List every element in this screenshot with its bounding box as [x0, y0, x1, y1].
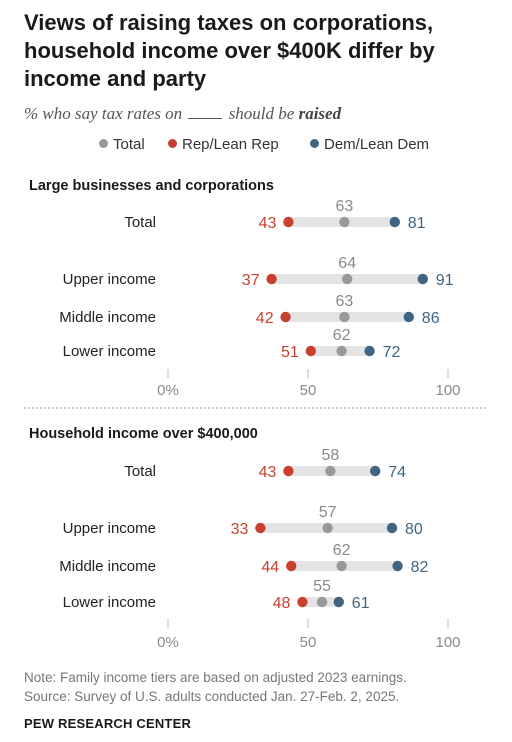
- total-value-label: 63: [336, 198, 354, 215]
- total-value-label: 57: [319, 504, 337, 521]
- note-line: Note: Family income tiers are based on a…: [24, 670, 407, 685]
- rep-dot: [266, 273, 277, 285]
- row-label: Total: [124, 463, 156, 480]
- total-dot: [325, 465, 336, 477]
- dem-dot: [417, 273, 428, 285]
- rep-value-label: 33: [231, 521, 249, 538]
- legend-item-dem: Dem/Lean Dem: [310, 136, 429, 153]
- row-label: Lower income: [63, 594, 156, 611]
- legend-label-dem: Dem/Lean Dem: [324, 136, 430, 153]
- dem-dot: [333, 596, 344, 608]
- legend-item-rep: Rep/Lean Rep: [168, 136, 279, 153]
- dem-dot: [389, 216, 400, 228]
- x-tick-label: 0%: [157, 634, 179, 651]
- rep-dot: [286, 560, 297, 572]
- dem-dot: [386, 522, 398, 534]
- dem-value-label: 74: [388, 464, 406, 481]
- subtitle-middle: should be: [228, 104, 295, 123]
- rep-value-label: 43: [259, 215, 277, 232]
- chart-notes: Note: Family income tiers are based on a…: [24, 668, 407, 706]
- dem-dot: [392, 560, 403, 572]
- total-dot: [339, 216, 350, 228]
- dem-dot: [370, 465, 381, 477]
- source-line: Source: Survey of U.S. adults conducted …: [24, 689, 400, 704]
- total-dot: [316, 596, 328, 608]
- row-label: Middle income: [59, 309, 156, 326]
- legend: Total Rep/Lean Rep Dem/Lean Dem: [0, 136, 512, 156]
- subtitle-blank: [188, 105, 223, 119]
- panel-title: Household income over $400,000: [29, 426, 258, 442]
- dem-value-label: 82: [411, 559, 429, 576]
- row-label: Upper income: [63, 520, 156, 537]
- x-tick-label: 50: [300, 382, 317, 399]
- dem-dot: [364, 345, 375, 357]
- total-dot: [339, 311, 350, 323]
- row-label: Lower income: [63, 343, 156, 360]
- rep-value-label: 44: [261, 559, 279, 576]
- dem-value-label: 61: [352, 595, 370, 612]
- rep-value-label: 51: [281, 344, 299, 361]
- rep-value-label: 43: [259, 464, 277, 481]
- total-value-label: 64: [338, 255, 356, 272]
- rep-value-label: 37: [242, 272, 260, 289]
- dem-value-label: 86: [422, 310, 440, 327]
- rep-value-label: 48: [273, 595, 291, 612]
- dem-value-label: 81: [408, 215, 426, 232]
- rep-dot: [283, 216, 294, 228]
- legend-dot-dem: [310, 139, 319, 148]
- dem-value-label: 80: [405, 521, 423, 538]
- total-dot: [336, 560, 347, 572]
- total-value-label: 55: [313, 578, 331, 595]
- row-label: Upper income: [63, 271, 156, 288]
- total-value-label: 62: [333, 542, 351, 559]
- x-tick-label: 0%: [157, 382, 179, 399]
- row-label: Total: [124, 214, 156, 231]
- total-value-label: 62: [333, 327, 351, 344]
- legend-dot-rep: [168, 139, 177, 148]
- rep-dot: [283, 465, 294, 477]
- total-dot: [336, 345, 347, 357]
- rep-dot: [305, 345, 316, 357]
- legend-label-rep: Rep/Lean Rep: [182, 136, 279, 153]
- rep-dot: [280, 311, 291, 323]
- total-value-label: 58: [322, 447, 340, 464]
- chart-title: Views of raising taxes on corporations, …: [24, 10, 435, 91]
- pew-research-center-logo: PEW RESEARCH CENTER: [24, 716, 192, 731]
- row-label: Middle income: [59, 558, 156, 575]
- rep-dot: [297, 596, 308, 608]
- panel-title: Large businesses and corporations: [29, 178, 274, 194]
- dem-value-label: 72: [383, 344, 401, 361]
- total-dot: [342, 273, 353, 285]
- legend-label-total: Total: [113, 136, 145, 153]
- legend-item-total: Total: [99, 136, 145, 153]
- dem-value-label: 91: [436, 272, 454, 289]
- legend-dot-total: [99, 139, 108, 148]
- dem-dot: [403, 311, 414, 323]
- total-dot: [322, 522, 333, 534]
- total-value-label: 63: [336, 293, 354, 310]
- subtitle-prefix: % who say tax rates on: [24, 104, 183, 123]
- x-tick-label: 100: [435, 634, 460, 651]
- x-tick-label: 50: [300, 634, 317, 651]
- x-tick-label: 100: [435, 382, 460, 399]
- rep-value-label: 42: [256, 310, 274, 327]
- rep-dot: [255, 522, 266, 534]
- chart-subtitle: % who say tax rates on should be raised: [24, 104, 341, 124]
- subtitle-emphasis: raised: [298, 104, 342, 123]
